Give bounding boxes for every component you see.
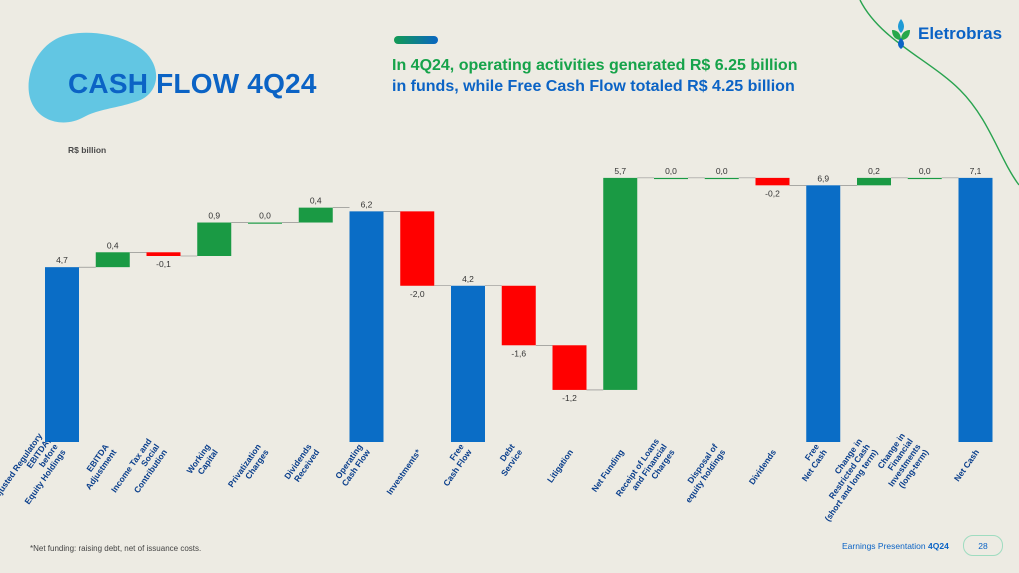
footer-text: Earnings Presentation	[842, 541, 926, 551]
bar	[958, 177, 993, 442]
category-label: Change inFinancialInvestments(long-term)	[870, 431, 930, 494]
logo-text: Eletrobras	[918, 24, 1003, 43]
data-label: -0,1	[156, 259, 171, 269]
bar	[349, 211, 384, 442]
data-label: 0,0	[665, 166, 677, 176]
data-label: 5,7	[614, 166, 626, 176]
category-label: Dividends	[747, 447, 779, 486]
bar	[907, 177, 942, 180]
bar	[248, 222, 282, 224]
data-label: 6,2	[361, 199, 373, 209]
data-label: 4,2	[462, 274, 474, 284]
footer-period: 4Q24	[928, 541, 949, 551]
data-label: 0,9	[208, 211, 220, 221]
data-label: 0,2	[868, 166, 880, 176]
bar	[704, 177, 739, 180]
bar	[197, 222, 232, 256]
data-label: -1,2	[562, 393, 577, 403]
bar	[755, 177, 790, 186]
bar	[857, 177, 891, 186]
category-label: FreeNet Cash	[792, 442, 829, 484]
decorative-blob	[28, 32, 157, 123]
eletrobras-mark-icon	[892, 19, 910, 49]
bar	[45, 267, 79, 442]
headline: In 4Q24, operating activities generated …	[392, 55, 862, 97]
unit-label: R$ billion	[68, 145, 107, 155]
headline-line-1: In 4Q24, operating activities generated …	[392, 57, 798, 74]
category-label: FreeCash Flow	[433, 442, 474, 488]
data-label: 0,0	[259, 211, 271, 221]
category-label: PrivatizationCharges	[226, 442, 271, 495]
footer: Earnings Presentation 4Q24	[842, 541, 949, 551]
data-label: 7,1	[970, 166, 982, 176]
eletrobras-logo: Eletrobras	[888, 18, 1002, 50]
bar	[552, 345, 587, 390]
category-label: Net Cash	[952, 447, 981, 483]
footnote: *Net funding: raising debt, net of issua…	[30, 544, 202, 553]
bar	[400, 211, 435, 286]
category-label: Receipt of Loansand FinancialCharges	[614, 436, 677, 509]
data-label: 6,9	[817, 173, 829, 183]
data-label: -1,6	[511, 348, 526, 358]
category-label: Ajusted RegulatoryEBITDA,beforeEquity Ho…	[0, 431, 68, 517]
bar	[603, 177, 638, 390]
category-label: Investments*	[384, 447, 423, 497]
bar	[501, 285, 536, 346]
category-label: WorkingCapital	[185, 442, 220, 481]
category-label: OperatingCash Flow	[332, 442, 373, 488]
bar	[146, 252, 181, 256]
data-label: -0,2	[765, 188, 780, 198]
data-label: 4,7	[56, 255, 68, 265]
headline-line-2: in funds, while Free Cash Flow totaled R…	[392, 78, 795, 95]
bar	[95, 252, 130, 268]
data-label: -2,0	[410, 289, 425, 299]
data-label: 0,0	[919, 166, 931, 176]
category-label: DividendsReceived	[282, 442, 321, 487]
page-number: 28	[963, 535, 1003, 556]
slide-title: CASH FLOW 4Q24	[68, 68, 317, 99]
bar	[451, 285, 485, 442]
headline-accent-bar	[394, 36, 438, 44]
data-label: 0,4	[107, 240, 119, 250]
data-label: 0,4	[310, 196, 322, 206]
bar	[654, 177, 688, 180]
category-label: DebtService	[491, 442, 524, 478]
category-label: Litigation	[545, 447, 575, 484]
category-label: Disposal ofequity holdings	[675, 442, 727, 505]
data-label: 0,0	[716, 166, 728, 176]
category-label: Income Tax andSocialContribution	[109, 437, 169, 506]
bar	[806, 185, 841, 442]
bar	[298, 207, 333, 223]
